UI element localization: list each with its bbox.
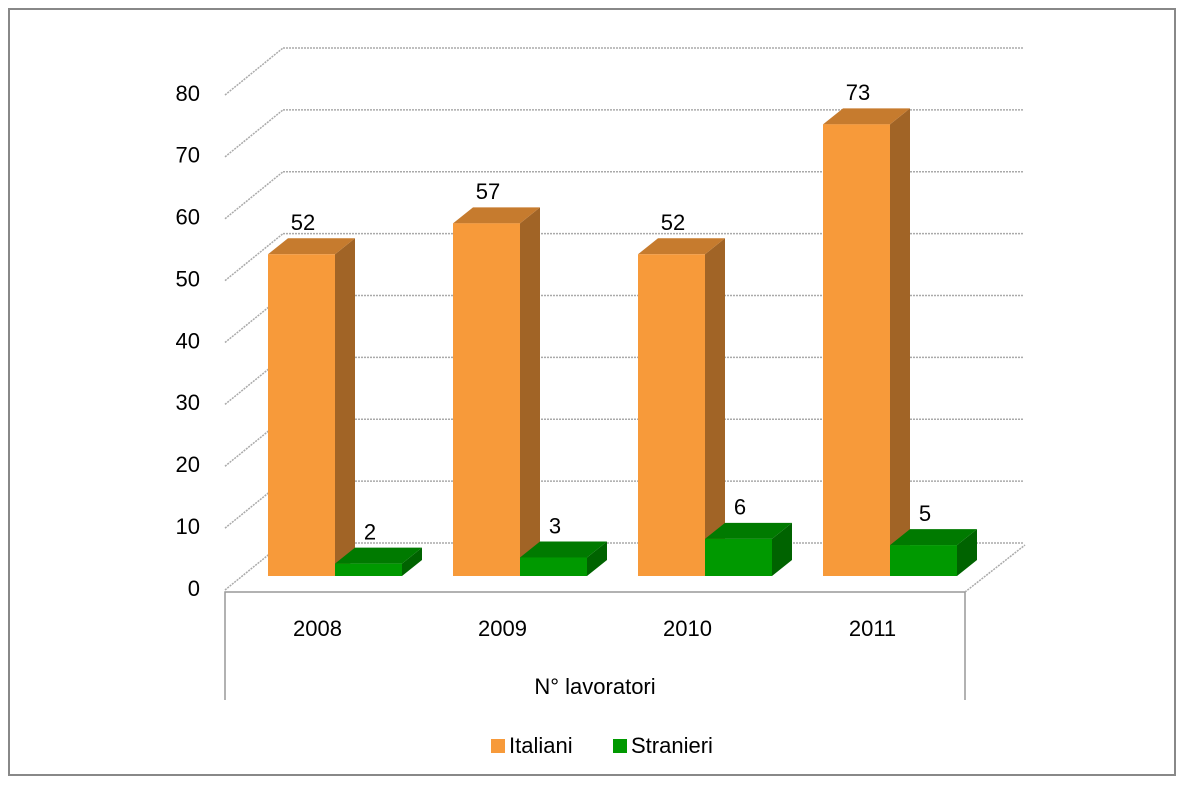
grid-diagonal bbox=[224, 233, 284, 282]
x-tick-label: 2009 bbox=[478, 616, 527, 641]
bar-side bbox=[402, 547, 422, 576]
bar-side bbox=[335, 238, 355, 576]
value-label: 2 bbox=[364, 519, 376, 544]
floor-edge bbox=[964, 544, 1026, 593]
bar-side bbox=[957, 529, 977, 576]
bar-top bbox=[823, 108, 910, 125]
bar bbox=[335, 563, 402, 576]
bar-top bbox=[705, 522, 792, 539]
bar bbox=[823, 124, 890, 576]
y-tick-label: 30 bbox=[176, 390, 200, 415]
bar-top bbox=[453, 207, 540, 224]
grid-diagonal bbox=[224, 542, 284, 591]
y-tick-label: 20 bbox=[176, 452, 200, 477]
x-axis-label: N° lavoratori bbox=[534, 674, 655, 699]
bar bbox=[705, 538, 772, 576]
bar-top bbox=[520, 541, 607, 558]
value-label: 6 bbox=[734, 495, 746, 520]
grid-diagonal bbox=[224, 47, 284, 96]
value-label: 52 bbox=[661, 210, 685, 235]
y-tick-label: 0 bbox=[188, 576, 200, 601]
value-label: 52 bbox=[291, 210, 315, 235]
bar bbox=[520, 557, 587, 576]
bar bbox=[890, 545, 957, 576]
value-label: 5 bbox=[919, 501, 931, 526]
y-tick-label: 60 bbox=[176, 205, 200, 230]
y-tick-label: 70 bbox=[176, 143, 200, 168]
legend-swatch bbox=[491, 739, 505, 753]
legend-label: Italiani bbox=[509, 733, 573, 758]
y-tick-label: 80 bbox=[176, 81, 200, 106]
value-label: 3 bbox=[549, 513, 561, 538]
grid-diagonal bbox=[224, 356, 284, 405]
y-tick-label: 40 bbox=[176, 328, 200, 353]
bar-side bbox=[587, 541, 607, 576]
value-label: 73 bbox=[846, 80, 870, 105]
grid-diagonal bbox=[224, 418, 284, 467]
legend-label: Stranieri bbox=[631, 733, 713, 758]
bar-side bbox=[772, 522, 792, 576]
grid-diagonal bbox=[224, 171, 284, 220]
bar bbox=[453, 223, 520, 576]
bar bbox=[268, 254, 335, 576]
grid-diagonal bbox=[224, 109, 284, 158]
legend-swatch bbox=[613, 739, 627, 753]
bar-top bbox=[335, 547, 422, 564]
category-box bbox=[224, 591, 966, 700]
bar-top bbox=[638, 238, 725, 255]
y-tick-label: 50 bbox=[176, 266, 200, 291]
bar-top bbox=[890, 529, 977, 546]
grid-diagonal bbox=[224, 294, 284, 344]
grid-diagonal bbox=[224, 480, 284, 529]
chart-frame bbox=[8, 8, 1176, 776]
x-tick-label: 2008 bbox=[293, 616, 342, 641]
x-tick-label: 2011 bbox=[849, 616, 896, 641]
bar-side bbox=[890, 108, 910, 576]
y-tick-label: 10 bbox=[176, 514, 200, 539]
value-label: 57 bbox=[476, 179, 500, 204]
bar bbox=[638, 254, 705, 576]
bar-side bbox=[520, 207, 540, 576]
bar-side bbox=[705, 238, 725, 576]
bar-top bbox=[268, 238, 355, 255]
x-tick-label: 2010 bbox=[663, 616, 712, 641]
